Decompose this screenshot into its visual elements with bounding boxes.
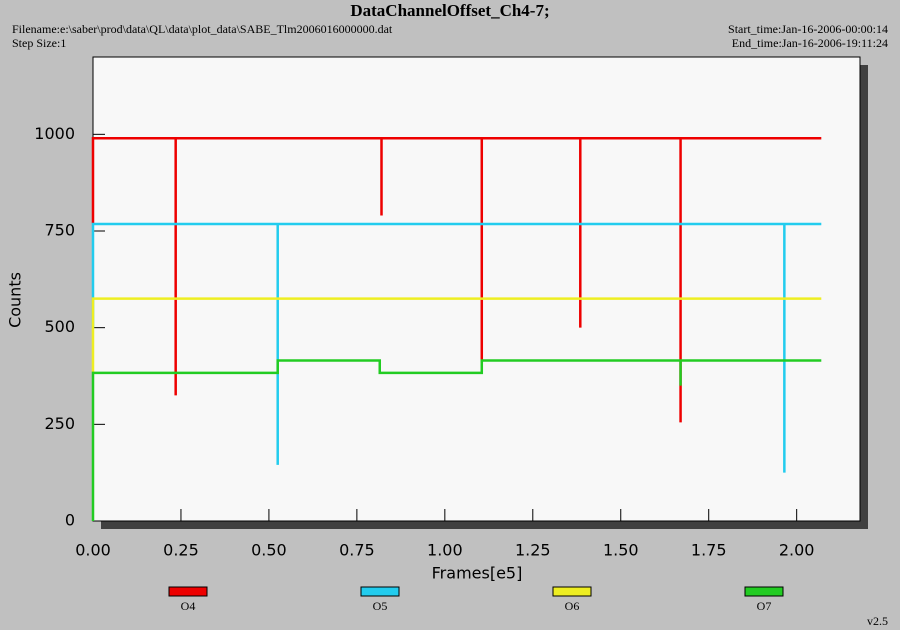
y-tick-label: 750 (44, 221, 75, 240)
legend-swatch (552, 586, 592, 597)
x-tick-label: 1.75 (691, 541, 727, 560)
plot-area (92, 56, 861, 522)
legend-label: O4 (181, 599, 196, 613)
y-tick-label: 1000 (34, 124, 75, 143)
legend-swatch (168, 586, 208, 597)
x-tick-label: 0.50 (251, 541, 287, 560)
x-tick-label: 2.00 (779, 541, 815, 560)
end-time: End_time:Jan-16-2006-19:11:24 (732, 36, 888, 50)
y-axis-label: Counts (6, 272, 25, 328)
legend-label: O6 (565, 599, 580, 613)
series-line (91, 222, 822, 473)
x-tick-label: 0.00 (75, 541, 111, 560)
legend-label: O7 (757, 599, 772, 613)
series-line (91, 359, 822, 521)
start-time: Start_time:Jan-16-2006-00:00:14 (728, 22, 888, 36)
step-size: Step Size:1 (12, 36, 66, 50)
filename: Filename:e:\saber\prod\data\QL\data\plot… (12, 22, 393, 36)
y-tick-label: 250 (44, 414, 75, 433)
x-tick-label: 1.25 (515, 541, 551, 560)
series-line (91, 136, 822, 423)
legend-swatch (744, 586, 784, 597)
legend-swatch (360, 586, 400, 597)
y-tick-label: 0 (65, 511, 75, 530)
series-line (91, 297, 822, 373)
x-tick-label: 1.50 (603, 541, 639, 560)
y-tick-label: 500 (44, 317, 75, 336)
x-tick-label: 0.25 (163, 541, 199, 560)
version: v2.5 (867, 614, 888, 628)
legend-label: O5 (373, 599, 388, 613)
x-axis-label: Frames[e5] (432, 564, 523, 583)
x-tick-label: 1.00 (427, 541, 463, 560)
x-tick-label: 0.75 (339, 541, 375, 560)
chart-title: DataChannelOffset_Ch4-7; (350, 1, 549, 20)
